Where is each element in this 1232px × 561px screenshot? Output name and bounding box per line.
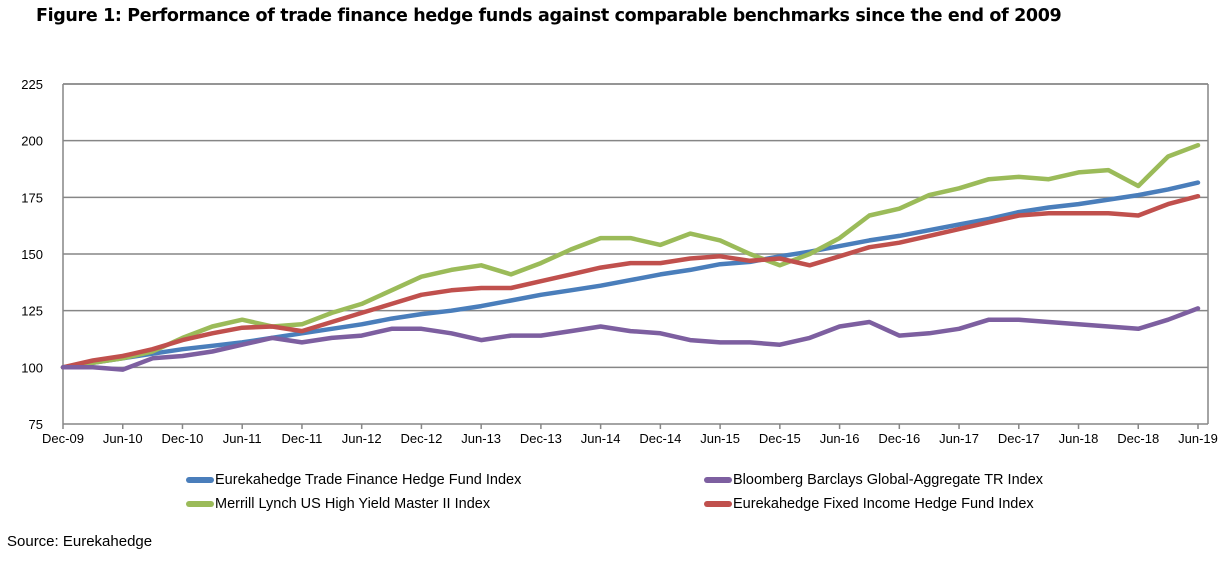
legend-item-trade-finance: Eurekahedge Trade Finance Hedge Fund Ind… <box>186 472 521 488</box>
x-tick-label: Dec-11 <box>281 431 322 446</box>
y-axis: 75 100 125 150 175 200 225 <box>21 77 43 432</box>
x-tick-label: Dec-17 <box>998 431 1040 446</box>
x-tick-label: Jun-14 <box>581 431 621 446</box>
x-tick-label: Dec-13 <box>520 431 562 446</box>
legend-swatch-icon <box>186 477 214 483</box>
y-tick-label: 175 <box>21 190 43 205</box>
y-tick-label: 75 <box>29 417 43 432</box>
legend-swatch-icon <box>704 477 732 483</box>
x-tick-label: Jun-13 <box>461 431 501 446</box>
gridlines <box>62 83 1209 425</box>
x-tick-label: Jun-16 <box>820 431 860 446</box>
x-tick-label: Jun-12 <box>342 431 382 446</box>
series-line-bloomberg-barclays-global-aggregate-tr-index <box>60 306 1201 372</box>
x-tick-label: Dec-10 <box>162 431 204 446</box>
chart-title: Figure 1: Performance of trade finance h… <box>36 6 1062 26</box>
legend-swatch-icon <box>186 501 214 507</box>
x-tick-label: Jun-18 <box>1059 431 1099 446</box>
y-tick-label: 150 <box>21 247 43 262</box>
legend-swatch-icon <box>704 501 732 507</box>
series-line-eurekahedge-trade-finance-hedge-fund-index <box>60 180 1201 370</box>
legend-label: Bloomberg Barclays Global-Aggregate TR I… <box>733 472 1044 488</box>
x-tick-label: Jun-19 <box>1178 431 1218 446</box>
x-tick-label: Jun-15 <box>700 431 740 446</box>
legend-item-fixed-income: Eurekahedge Fixed Income Hedge Fund Inde… <box>704 496 1034 512</box>
x-tick-label: Jun-10 <box>103 431 143 446</box>
y-tick-label: 100 <box>21 360 43 375</box>
series-line-merrill-lynch-us-high-yield-master-ii-index <box>60 142 1201 370</box>
x-tick-label: Dec-18 <box>1117 431 1159 446</box>
x-tick-label: Dec-15 <box>759 431 801 446</box>
y-tick-label: 125 <box>21 304 43 319</box>
x-tick-label: Dec-09 <box>42 431 84 446</box>
y-tick-label: 225 <box>21 77 43 92</box>
x-tick-label: Jun-11 <box>223 431 262 446</box>
x-tick-label: Dec-14 <box>639 431 681 446</box>
legend-label: Merrill Lynch US High Yield Master II In… <box>215 496 491 512</box>
source-note: Source: Eurekahedge <box>7 533 153 550</box>
series-lines <box>60 142 1201 372</box>
x-tick-label: Dec-16 <box>878 431 920 446</box>
y-tick-label: 200 <box>21 134 43 149</box>
x-tick-label: Jun-17 <box>939 431 979 446</box>
legend-label: Eurekahedge Fixed Income Hedge Fund Inde… <box>733 496 1034 512</box>
x-tick-label: Dec-12 <box>400 431 442 446</box>
line-chart: 75 100 125 150 175 200 225 Dec-09 Jun-10 Dec-10 J… <box>21 77 1218 446</box>
legend-item-merrill-lynch: Merrill Lynch US High Yield Master II In… <box>186 496 490 512</box>
legend-item-bloomberg: Bloomberg Barclays Global-Aggregate TR I… <box>704 472 1043 488</box>
x-axis: Dec-09 Jun-10 Dec-10 Jun-11 Dec-11 Jun-12 Dec-… <box>42 424 1218 446</box>
legend-label: Eurekahedge Trade Finance Hedge Fund Ind… <box>215 472 522 488</box>
series-line-eurekahedge-fixed-income-hedge-fund-index <box>60 193 1201 370</box>
